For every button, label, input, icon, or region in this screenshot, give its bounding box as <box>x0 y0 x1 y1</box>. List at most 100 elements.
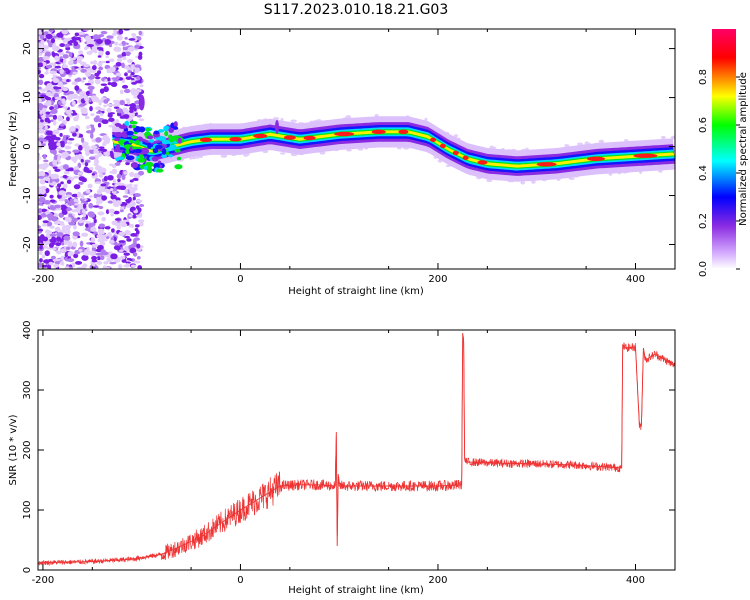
spectrogram-noise-blob <box>91 259 98 263</box>
spectrogram-noise-blob <box>123 171 128 175</box>
spectrogram-noise-blob <box>129 179 134 183</box>
spectrogram-noise-blob <box>129 247 137 254</box>
spectrogram-noise-blob <box>103 238 108 242</box>
spectrogram-noise-blob <box>68 137 75 141</box>
spectrogram-noise-blob <box>49 233 57 237</box>
spectrogram-noise-blob <box>127 59 133 64</box>
spectrogram-noise-blob <box>106 103 113 107</box>
spectrogram-noise-blob <box>99 113 104 117</box>
spectrogram-noise-blob <box>39 258 43 263</box>
spectrogram-noise-blob <box>108 239 115 244</box>
spectrogram-noise-blob <box>44 176 51 182</box>
spectrogram-noise-blob <box>38 236 42 243</box>
spectrogram-noise-blob <box>38 29 42 35</box>
spectrogram-noise-blob <box>57 183 62 188</box>
spectrogram-noise-blob <box>97 122 102 128</box>
spectrogram-noise-blob <box>49 199 56 203</box>
spectrogram-noise-blob <box>73 202 80 206</box>
spectrogram-noise-blob <box>109 188 114 192</box>
snr-ytick-label: 400 <box>22 320 33 339</box>
spectrogram-noise-blob <box>75 260 83 265</box>
spectrogram-noise-blob <box>127 46 135 52</box>
spectrogram-noise-blob <box>91 255 97 261</box>
spectrogram-noise-blob <box>93 116 100 123</box>
spectrogram-noise-blob <box>47 264 52 269</box>
spectrogram-noise-blob <box>72 224 77 230</box>
spectrogram-noise-blob <box>71 209 77 213</box>
spectrogram-noise-blob <box>111 228 115 233</box>
spectrogram-noise-blob <box>129 188 136 194</box>
spectrogram-noise-blob <box>111 220 118 226</box>
spectrogram-noise-blob <box>66 258 75 263</box>
spectrogram-xtick-label: 400 <box>626 274 645 285</box>
colorbar-gradient <box>712 29 736 269</box>
spectrogram-noise-blob <box>103 86 109 93</box>
spectrogram-noise-blob <box>106 236 110 240</box>
spectrogram-noise-blob <box>59 123 65 127</box>
spectrogram-noise-blob <box>134 193 141 197</box>
spectrogram-noise-blob <box>105 209 110 215</box>
spectrogram-noise-blob <box>136 76 141 80</box>
spectrogram-noise-blob <box>65 224 72 229</box>
spectrogram-noise-blob <box>78 181 84 185</box>
snr-xtick-label: -200 <box>32 575 55 586</box>
spectrogram-noise-blob <box>139 84 144 88</box>
spectrogram-noise-blob <box>98 231 105 235</box>
spectrogram-noise-blob <box>121 40 126 46</box>
spectrogram-noise-blob <box>98 50 104 57</box>
spectrogram-cluster-blob <box>172 126 179 130</box>
spectrogram-noise-blob <box>63 37 71 42</box>
spectrogram-cluster-blob <box>174 164 183 170</box>
spectrogram-noise-blob <box>54 226 61 232</box>
spectrogram-noise-blob <box>92 60 98 66</box>
spectrogram-noise-blob <box>38 170 46 177</box>
spectrogram-noise-blob <box>115 76 121 80</box>
spectrogram-noise-blob <box>127 69 133 74</box>
spectrogram-noise-blob <box>94 78 101 85</box>
spectrogram-noise-blob <box>40 39 45 45</box>
spectrogram-noise-blob <box>46 100 52 106</box>
spectrogram-noise-blob <box>49 29 54 33</box>
snr-xlabel: Height of straight line (km) <box>288 585 424 596</box>
spectrogram-noise-blob <box>61 78 68 83</box>
spectrogram-cluster-blob <box>129 121 138 125</box>
spectrogram-noise-blob <box>50 255 56 260</box>
spectrogram-noise-blob <box>134 67 140 73</box>
spectrogram-noise-blob <box>43 31 49 35</box>
spectrogram-noise-blob <box>45 91 52 97</box>
spectrogram-cluster-blob <box>138 154 144 159</box>
spectrogram-cluster-blob <box>168 137 175 143</box>
spectrogram-halo-blob <box>220 154 228 158</box>
spectrogram-peak <box>283 135 296 140</box>
spectrogram-noise-blob <box>44 125 48 131</box>
spectrogram-noise-blob <box>86 44 95 47</box>
spectrogram-noise-blob <box>122 114 130 119</box>
spectrogram-noise-blob <box>114 41 119 46</box>
spectrogram-noise-blob <box>113 242 118 246</box>
spectrogram-noise-blob <box>103 261 109 265</box>
spectrogram-noise-blob <box>72 132 77 137</box>
spectrogram-noise-blob <box>138 118 145 122</box>
spectrogram-noise-blob <box>78 50 84 55</box>
spectrogram-noise-blob <box>128 183 133 187</box>
spectrogram-noise-blob <box>105 60 110 64</box>
spectrogram-cluster-blob <box>131 146 139 150</box>
spectrogram-noise-blob <box>65 116 70 122</box>
spectrogram-noise-blob <box>46 64 53 69</box>
snr-ytick-label: 300 <box>22 380 33 399</box>
spectrogram-noise-blob <box>73 60 77 65</box>
spectrogram-halo-blob <box>658 170 663 173</box>
spectrogram-noise-blob <box>125 204 132 208</box>
spectrogram-ytick-label: -20 <box>22 236 33 252</box>
spectrogram-noise-blob <box>63 58 67 64</box>
spectrogram-noise-blob <box>44 51 51 58</box>
spectrogram-noise-blob <box>63 183 68 189</box>
colorbar-tick-label: 0.4 <box>698 165 709 181</box>
spectrogram-noise-blob <box>42 154 47 160</box>
spectrogram-xtick-label: 0 <box>237 274 243 285</box>
spectrogram-noise-blob <box>101 195 108 201</box>
spectrogram-noise-blob <box>88 202 94 209</box>
spectrogram-noise-blob <box>49 194 54 199</box>
spectrogram-noise-blob <box>118 186 122 190</box>
spectrogram-peak <box>586 156 605 161</box>
